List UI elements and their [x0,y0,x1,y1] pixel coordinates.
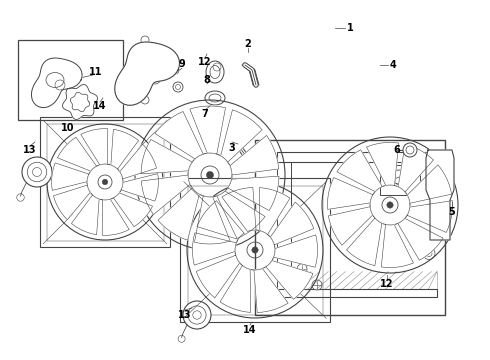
Polygon shape [57,137,97,171]
Polygon shape [346,218,382,266]
Ellipse shape [232,131,244,149]
Text: 5: 5 [449,207,455,217]
Polygon shape [63,85,98,120]
Text: 11: 11 [89,67,103,77]
Polygon shape [111,129,139,169]
Polygon shape [328,207,373,245]
Text: 2: 2 [245,39,251,49]
Bar [255,140,445,315]
Text: 7: 7 [201,109,208,119]
Polygon shape [228,176,279,211]
Polygon shape [53,185,90,220]
Polygon shape [51,163,89,190]
Polygon shape [72,195,99,235]
Circle shape [141,36,149,44]
Text: 10: 10 [61,123,75,133]
Circle shape [111,66,119,74]
Polygon shape [31,58,82,108]
Bar [47,123,164,240]
Polygon shape [398,219,443,260]
Text: 6: 6 [393,145,400,155]
Polygon shape [193,233,236,265]
Polygon shape [426,150,454,240]
Bar [180,178,330,322]
Polygon shape [270,202,314,245]
Polygon shape [254,269,288,312]
Bar [40,117,170,247]
Polygon shape [337,150,382,192]
Circle shape [252,247,258,253]
Text: 14: 14 [93,101,107,111]
Polygon shape [120,144,156,179]
Circle shape [403,143,417,157]
Text: 9: 9 [179,59,185,69]
Polygon shape [102,199,129,235]
Bar [277,162,291,289]
Bar [277,152,437,162]
Text: 14: 14 [243,325,257,335]
Circle shape [387,202,393,208]
Text: 1: 1 [346,23,353,33]
Polygon shape [407,165,452,203]
Circle shape [141,96,149,104]
Circle shape [22,157,52,187]
Circle shape [171,66,179,74]
Polygon shape [407,201,453,233]
Polygon shape [195,196,230,244]
Polygon shape [381,225,414,267]
Bar [277,289,437,297]
Polygon shape [155,112,203,159]
Circle shape [312,280,322,290]
Polygon shape [114,193,152,227]
Ellipse shape [205,91,225,105]
Bar [18,40,123,120]
Text: 12: 12 [198,57,212,67]
Circle shape [297,264,307,274]
Ellipse shape [206,61,224,83]
Bar [380,165,420,195]
Circle shape [173,82,183,92]
Polygon shape [158,188,199,240]
Bar [188,185,322,315]
Polygon shape [220,266,251,312]
Polygon shape [367,143,399,185]
Polygon shape [197,201,244,239]
Polygon shape [274,235,318,267]
Polygon shape [81,129,108,165]
Polygon shape [398,144,434,192]
Polygon shape [190,106,225,154]
Text: 3: 3 [229,143,235,153]
Polygon shape [196,255,240,298]
Polygon shape [327,177,373,210]
Polygon shape [115,42,179,105]
Text: 12: 12 [380,279,394,289]
Polygon shape [141,139,192,174]
Polygon shape [121,174,158,201]
Polygon shape [222,188,256,231]
Polygon shape [220,110,262,162]
Polygon shape [230,135,279,175]
Text: 13: 13 [178,310,192,320]
Polygon shape [141,175,190,215]
Polygon shape [217,191,265,239]
Polygon shape [259,188,290,234]
Text: 4: 4 [390,60,396,70]
Circle shape [206,171,214,179]
Text: 8: 8 [203,75,210,85]
Text: 13: 13 [23,145,37,155]
Circle shape [183,301,211,329]
Polygon shape [266,261,313,299]
Circle shape [102,179,108,185]
